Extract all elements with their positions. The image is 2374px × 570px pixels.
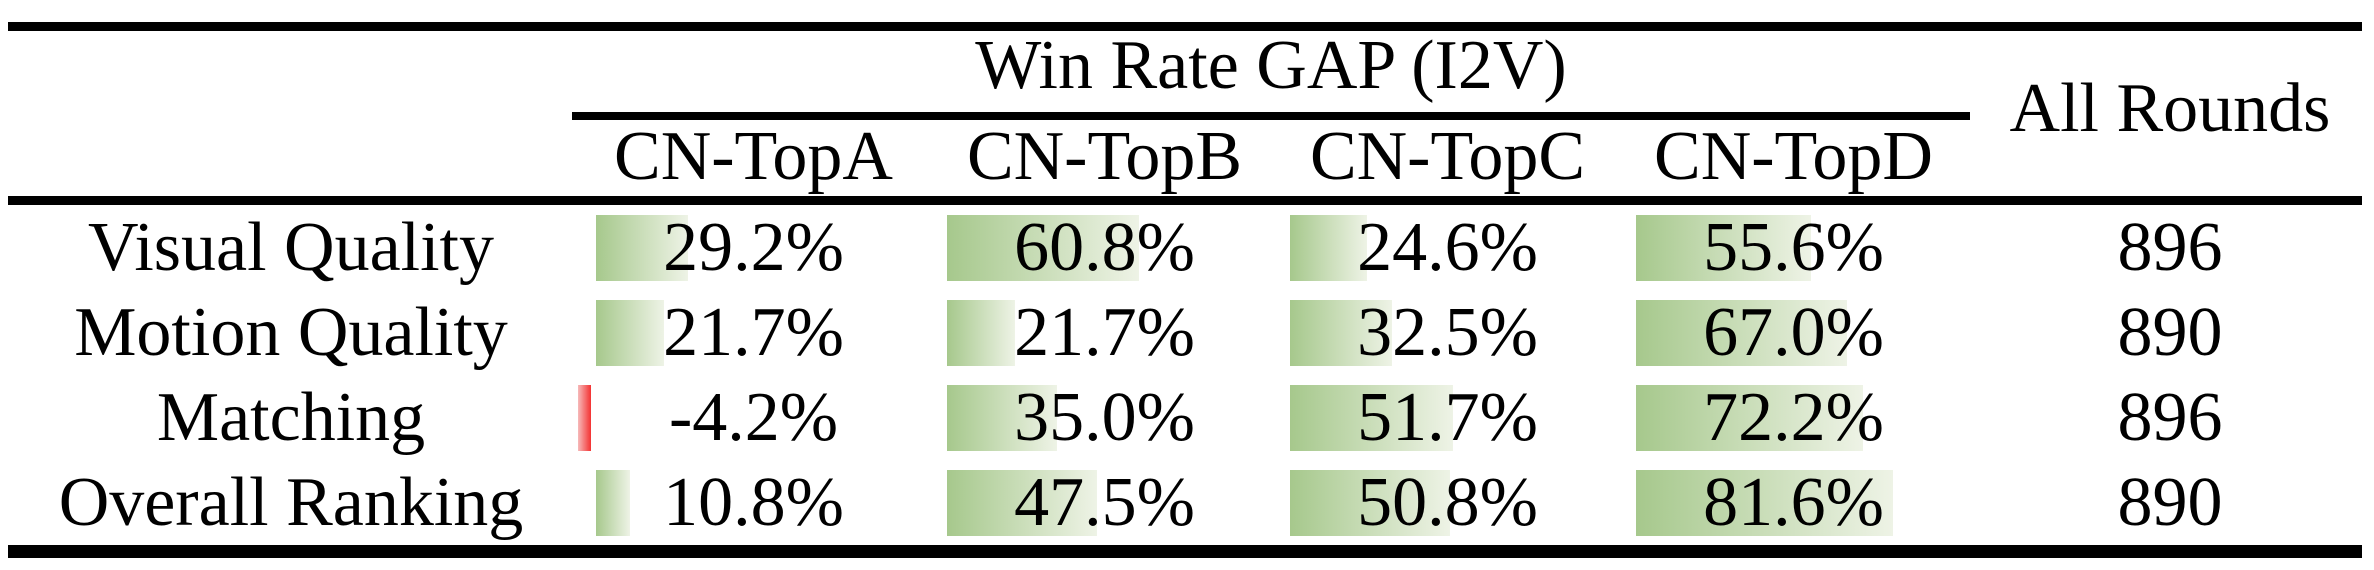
cell-value: 10.8% xyxy=(663,463,844,541)
cell-value: 21.7% xyxy=(1014,293,1195,371)
win-rate-bar xyxy=(1290,214,1368,281)
column-header-all-rounds: All Rounds xyxy=(2009,70,2331,147)
win-rate-bar xyxy=(947,384,1058,451)
cell-value: 35.0% xyxy=(1014,378,1195,456)
cell-value: 47.5% xyxy=(1014,463,1195,541)
all-rounds-value: 896 xyxy=(2117,378,2223,456)
table-cell: 35.0% xyxy=(947,375,1262,460)
table-row-matching: Matching -4.2% 35.0% 51.7% 72.2% 896 xyxy=(0,375,2374,460)
table-cell: 10.8% xyxy=(596,460,911,545)
table-row-visual-quality: Visual Quality 29.2% 60.8% 24.6% 55.6% 8… xyxy=(0,205,2374,290)
group-header-win-rate-gap: Win Rate GAP (I2V) xyxy=(975,27,1567,104)
column-header-cn-topb: CN-TopB xyxy=(966,118,1243,195)
column-header-cn-topc: CN-TopC xyxy=(1309,118,1586,195)
cell-value: 60.8% xyxy=(1014,208,1195,286)
all-rounds-value: 890 xyxy=(2117,463,2223,541)
header-separator-rule xyxy=(8,196,2362,205)
group-header-underline-rule xyxy=(572,112,1970,120)
all-rounds-value: 890 xyxy=(2117,293,2223,371)
table-cell: 21.7% xyxy=(596,290,911,375)
win-rate-bar xyxy=(596,469,631,536)
cell-value: 24.6% xyxy=(1357,208,1538,286)
cell-value: 67.0% xyxy=(1703,293,1884,371)
row-label: Overall Ranking xyxy=(58,463,524,541)
table-body: Visual Quality 29.2% 60.8% 24.6% 55.6% 8… xyxy=(0,205,2374,545)
table-cell: 55.6% xyxy=(1636,205,1951,290)
table-cell: 67.0% xyxy=(1636,290,1951,375)
win-rate-bar xyxy=(1290,299,1393,366)
table-cell: 60.8% xyxy=(947,205,1262,290)
cell-value: 51.7% xyxy=(1357,378,1538,456)
table-cell: 81.6% xyxy=(1636,460,1951,545)
all-rounds-value: 896 xyxy=(2117,208,2223,286)
cell-value: -4.2% xyxy=(668,378,839,456)
win-rate-bar xyxy=(1290,469,1451,536)
win-rate-bar-negative xyxy=(577,384,591,451)
win-rate-bar xyxy=(596,299,665,366)
cell-value: 29.2% xyxy=(663,208,844,286)
cell-value: 32.5% xyxy=(1357,293,1538,371)
table-cell: -4.2% xyxy=(577,375,911,460)
win-rate-bar xyxy=(1636,384,1864,451)
table-row-motion-quality: Motion Quality 21.7% 21.7% 32.5% 67.0% 8… xyxy=(0,290,2374,375)
table-cell: 32.5% xyxy=(1290,290,1605,375)
table-cell: 24.6% xyxy=(1290,205,1605,290)
column-header-cn-topd: CN-TopD xyxy=(1654,118,1933,195)
column-header-cn-topa: CN-TopA xyxy=(614,118,893,195)
win-rate-bar xyxy=(947,214,1139,281)
table-cell: 47.5% xyxy=(947,460,1262,545)
table-row-overall-ranking: Overall Ranking 10.8% 47.5% 50.8% 81.6% … xyxy=(0,460,2374,545)
table-cell: 21.7% xyxy=(947,290,1262,375)
cell-value: 55.6% xyxy=(1703,208,1884,286)
cell-value: 72.2% xyxy=(1703,378,1884,456)
table-cell: 50.8% xyxy=(1290,460,1605,545)
win-rate-bar xyxy=(1290,384,1453,451)
win-rate-bar xyxy=(947,469,1097,536)
win-rate-bar xyxy=(1636,299,1848,366)
table-cell: 29.2% xyxy=(596,205,911,290)
cell-value: 50.8% xyxy=(1357,463,1538,541)
table-cell: 72.2% xyxy=(1636,375,1951,460)
cell-value: 21.7% xyxy=(663,293,844,371)
table-cell: 51.7% xyxy=(1290,375,1605,460)
win-rate-bar xyxy=(596,214,688,281)
table-bottom-rule xyxy=(8,545,2362,558)
row-label: Matching xyxy=(156,378,426,456)
table-top-rule xyxy=(8,22,2362,31)
win-rate-bar xyxy=(1636,214,1812,281)
win-rate-bar xyxy=(947,299,1016,366)
row-label: Motion Quality xyxy=(74,293,508,371)
win-rate-bar xyxy=(1636,469,1894,536)
cell-value: 81.6% xyxy=(1703,463,1884,541)
row-label: Visual Quality xyxy=(87,208,495,286)
